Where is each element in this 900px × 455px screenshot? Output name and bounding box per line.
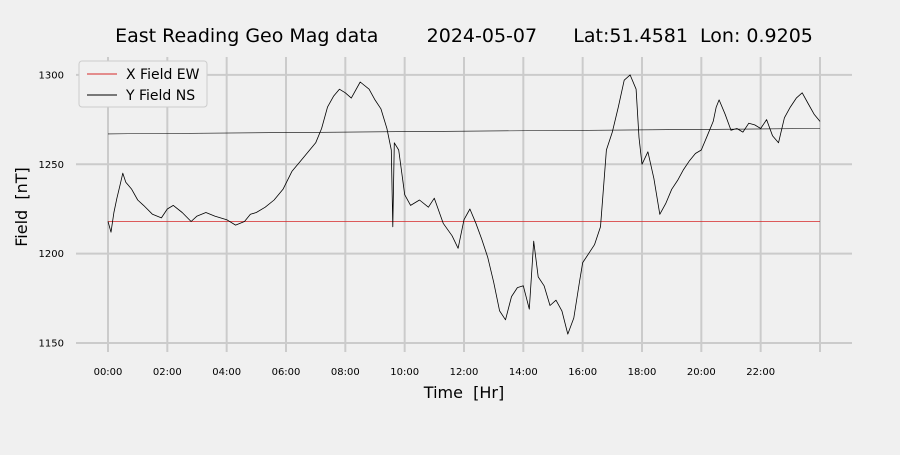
y-tick-label: 1150: [39, 339, 64, 350]
legend: X Field EW Y Field NS: [78, 60, 208, 108]
series-layer: [107, 74, 821, 335]
grid-layer: [76, 57, 852, 352]
series-y-baseline-line: [107, 128, 821, 135]
tick-layer: 00:00 02:00 04:00 06:00 08:00 10:00 12:00 14:00…: [39, 70, 776, 378]
legend-label-x-field: X Field EW: [126, 67, 200, 83]
series-y-field-ns-line: [107, 74, 821, 335]
x-tick-label: 22:00: [746, 367, 775, 378]
x-tick-label: 08:00: [331, 367, 360, 378]
x-tick-label: 10:00: [390, 367, 419, 378]
y-tick-label: 1300: [39, 70, 64, 81]
x-tick-label: 02:00: [153, 367, 182, 378]
x-axis-label: Time [Hr]: [423, 383, 504, 402]
y-tick-label: 1250: [39, 160, 64, 171]
x-tick-label: 06:00: [272, 367, 301, 378]
x-tick-label: 20:00: [687, 367, 716, 378]
y-axis-label: Field [nT]: [12, 167, 31, 247]
chart-title: East Reading Geo Mag data 2024-05-07 Lat…: [115, 25, 813, 47]
y-tick-label: 1200: [39, 249, 64, 260]
x-tick-label: 12:00: [450, 367, 479, 378]
x-tick-label: 00:00: [94, 367, 123, 378]
x-tick-label: 18:00: [628, 367, 657, 378]
x-tick-label: 16:00: [568, 367, 597, 378]
legend-label-y-field: Y Field NS: [125, 88, 195, 104]
x-tick-label: 14:00: [509, 367, 538, 378]
x-tick-label: 04:00: [212, 367, 241, 378]
